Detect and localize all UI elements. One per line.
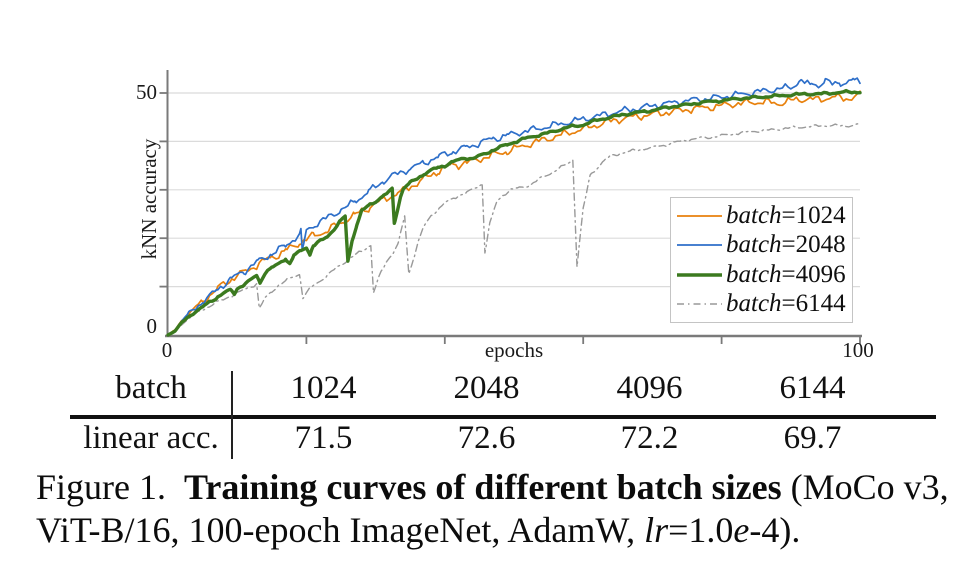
curve-batch-6144 [167,123,861,336]
table-row-label: linear acc. [83,420,219,456]
table-cell-linear-acc: 72.2 [620,420,679,456]
caption-lr-italic: lr [644,510,669,550]
y-axis-label: kNN accuracy [137,138,161,260]
table-cell-batch-size: 6144 [779,370,846,406]
legend-label: batch=2048 [726,231,846,259]
x-tick-label-100: 100 [842,338,874,362]
table-cell-linear-acc: 71.5 [294,420,353,456]
table-row-batch: batch 1024 2048 4096 6144 [0,368,973,410]
curve-batch-2048 [167,77,861,336]
legend-line-swatch [677,214,722,217]
table-header-label: batch [115,370,187,406]
caption-after-title: (MoCo v3, [790,467,949,507]
caption-line2-post: -4). [749,510,801,550]
table-cell-linear-acc: 72.6 [457,420,516,456]
results-table: batch 1024 2048 4096 6144 linear acc. 71.5 7… [0,366,973,462]
curve-batch-4096 [166,88,862,337]
table-rule [70,415,936,419]
legend-line-swatch [677,273,722,277]
training-curves-chart [159,70,862,344]
caption-title-bold: Training curves of different batch sizes [184,467,782,507]
caption-e-italic: e [733,510,750,550]
legend-label: batch=1024 [726,201,846,229]
legend-label: batch=6144 [726,290,846,318]
legend-item-4096: batch=4096 [676,260,847,289]
caption-line2-pre: ViT-B/16, 100-epoch ImageNet, AdamW, [36,510,645,550]
curve-batch-1024 [167,90,861,336]
legend-item-6144: batch=6144 [676,290,847,319]
figure-caption: Figure 1. Training curves of different ba… [36,466,966,552]
caption-line-2: ViT-B/16, 100-epoch ImageNet, AdamW, lr=… [36,509,966,552]
chart-legend: batch=1024 batch=2048 batch=4096 batch=6144 [670,197,853,323]
legend-label: batch=4096 [726,260,846,288]
caption-figure-label: Figure 1. [36,467,166,507]
table-cell-batch-size: 4096 [616,370,683,406]
caption-line-1: Figure 1. Training curves of different ba… [36,466,966,509]
caption-eq-val: =1.0 [668,510,734,550]
legend-item-1024: batch=1024 [676,201,847,230]
table-acc-cells: 71.5 72.6 72.2 69.7 [242,418,894,458]
legend-item-2048: batch=2048 [676,231,847,260]
table-cell-batch-size: 1024 [290,370,357,406]
legend-line-swatch [677,244,722,247]
table-batch-cells: 1024 2048 4096 6144 [242,368,894,408]
x-axis-label: epochs [484,338,544,362]
table-vertical-divider [231,371,233,459]
table-cell-linear-acc: 69.7 [783,420,842,456]
table-cell-batch-size: 2048 [453,370,520,406]
legend-line-swatch [677,303,722,305]
table-row-linear-acc: linear acc. 71.5 72.6 72.2 69.7 [0,418,973,458]
y-tick-label-0: 0 [146,314,158,338]
x-tick-label-0: 0 [161,338,173,362]
y-tick-label-50: 50 [136,80,157,104]
